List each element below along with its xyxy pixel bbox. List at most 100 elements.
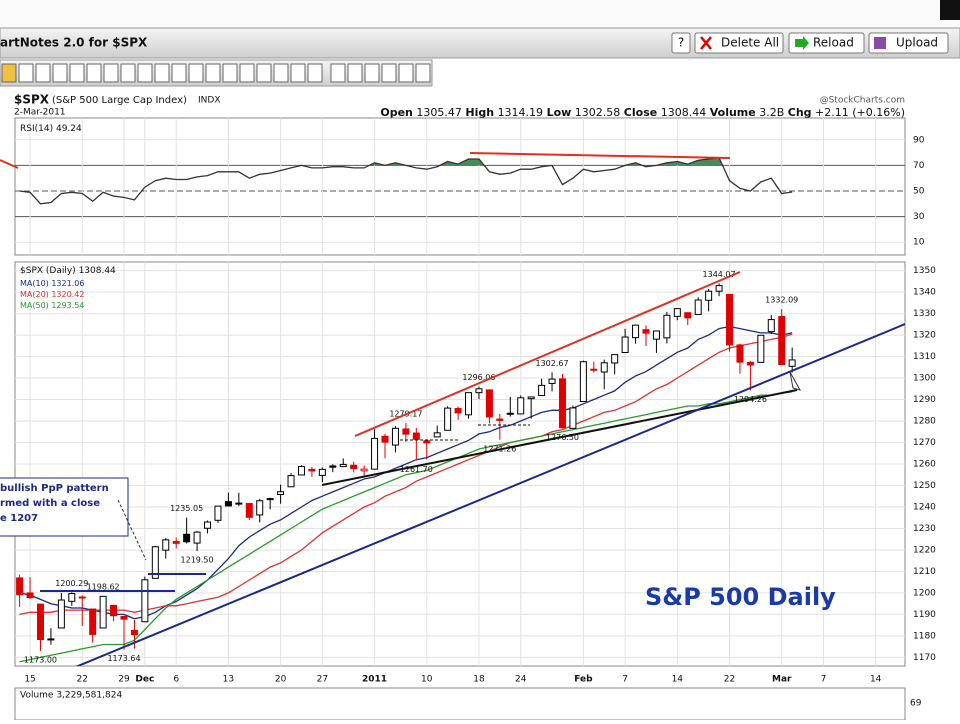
trend-line xyxy=(75,322,905,666)
top-strip xyxy=(0,0,960,28)
rsi-tick-label: 30 xyxy=(913,212,925,222)
tool-icon[interactable] xyxy=(120,63,136,83)
icon xyxy=(874,37,886,49)
icon xyxy=(700,36,712,50)
tool-icon[interactable] xyxy=(52,63,68,83)
symbol: $SPX xyxy=(14,93,50,107)
y-tick-label: 1280 xyxy=(913,417,936,427)
tool-icon[interactable] xyxy=(103,63,119,83)
tool-icon[interactable] xyxy=(86,63,102,83)
tool-icon[interactable] xyxy=(330,63,346,83)
candle-body xyxy=(517,397,525,415)
candle-body xyxy=(611,354,619,364)
legend-name: MA(20) xyxy=(20,290,49,299)
y-tick-label: 1220 xyxy=(913,545,936,555)
candle-body xyxy=(350,464,358,470)
y-tick-label: 1260 xyxy=(913,460,936,470)
tool-icon[interactable] xyxy=(35,63,51,83)
chart-label: S&P 500 Daily xyxy=(645,583,836,611)
candle-body xyxy=(736,344,744,363)
x-tick-label: 22 xyxy=(77,675,88,685)
tool-icon[interactable] xyxy=(273,63,289,83)
quote-value: 1308.44 xyxy=(661,106,707,119)
button-label: Upload xyxy=(896,36,938,50)
symbol-name: (S&P 500 Large Cap Index) xyxy=(52,95,187,106)
button-delete[interactable]: Delete All xyxy=(694,32,784,54)
x-tick-label: 20 xyxy=(275,675,287,685)
high-label: 1198.62 xyxy=(87,582,120,591)
candle-body xyxy=(266,498,274,501)
tool-icon[interactable] xyxy=(381,63,397,83)
candle-body xyxy=(120,615,128,620)
y-tick-label: 1300 xyxy=(913,374,936,384)
rsi-plot xyxy=(19,156,793,205)
candle-body xyxy=(496,418,504,421)
tool-icon[interactable] xyxy=(222,63,238,83)
quote-label: Low xyxy=(547,106,572,119)
candle-body xyxy=(277,491,285,496)
y-tick-label: 1310 xyxy=(913,352,936,362)
rsi-frame xyxy=(14,117,906,256)
x-tick-label: 29 xyxy=(118,675,130,685)
legend-entry: MA(10) 1321.06 xyxy=(20,279,84,288)
candle-body xyxy=(788,359,796,367)
candle-body xyxy=(224,501,232,507)
quote-label: Chg xyxy=(788,106,812,119)
tool-icon[interactable] xyxy=(415,63,431,83)
candle-body xyxy=(381,435,389,443)
candle-body xyxy=(16,577,24,596)
tool-icon[interactable] xyxy=(364,63,380,83)
candle-body xyxy=(235,502,243,505)
candle-body xyxy=(684,312,692,319)
y-tick-label: 1210 xyxy=(913,567,936,577)
candle-body xyxy=(360,468,368,472)
legend-entry: MA(20) 1320.42 xyxy=(20,290,84,299)
tool-icon[interactable] xyxy=(256,63,272,83)
high-label: 1302.67 xyxy=(535,359,568,368)
y-tick-label: 1170 xyxy=(913,653,936,663)
tool-icon[interactable] xyxy=(398,63,414,83)
button-reload[interactable]: Reload xyxy=(788,32,865,54)
y-tick-label: 1250 xyxy=(913,481,936,491)
button-frame xyxy=(694,32,784,54)
candle-body xyxy=(245,503,253,518)
rsi-value: 49.24 xyxy=(56,124,82,134)
candle-body xyxy=(527,396,535,400)
candle-body xyxy=(705,290,713,301)
tool-icon[interactable] xyxy=(154,63,170,83)
high-label: 1296.06 xyxy=(462,373,495,382)
tool-icon[interactable] xyxy=(188,63,204,83)
button-help[interactable]: ? xyxy=(671,32,691,54)
rsi-name: RSI(14) xyxy=(20,124,53,134)
tool-icon[interactable] xyxy=(69,63,85,83)
y-tick-label: 1290 xyxy=(913,395,936,405)
y-tick-label: 1340 xyxy=(913,288,936,298)
tool-icon[interactable] xyxy=(347,63,363,83)
legend-name: $SPX (Daily) xyxy=(20,266,76,276)
high-label: 1344.07 xyxy=(703,270,736,279)
price-legend: $SPX (Daily) 1308.44 xyxy=(20,266,116,276)
tool-icon[interactable] xyxy=(205,63,221,83)
source: @StockCharts.com xyxy=(820,96,905,106)
tool-icon[interactable] xyxy=(290,63,306,83)
tool-icon[interactable] xyxy=(239,63,255,83)
low-label: 1261.70 xyxy=(400,465,433,474)
tool-icon[interactable] xyxy=(18,63,34,83)
candle-body xyxy=(371,437,379,470)
candle-body xyxy=(621,336,629,353)
tool-icon[interactable] xyxy=(137,63,153,83)
quote-value: 3.2B xyxy=(759,106,784,119)
high-label: 1200.29 xyxy=(55,579,88,588)
tool-icon[interactable] xyxy=(171,63,187,83)
high-label: 1332.09 xyxy=(765,296,798,305)
button-label: Reload xyxy=(813,36,854,50)
button-upload[interactable]: Upload xyxy=(868,32,949,54)
candle-body xyxy=(183,533,191,543)
x-tick-label: 2011 xyxy=(362,675,387,685)
tool-icon[interactable] xyxy=(1,63,17,83)
candle-body xyxy=(632,324,640,339)
y-tick-label: 1330 xyxy=(913,309,936,319)
tool-icon[interactable] xyxy=(307,63,323,83)
button-label: ? xyxy=(678,36,684,50)
